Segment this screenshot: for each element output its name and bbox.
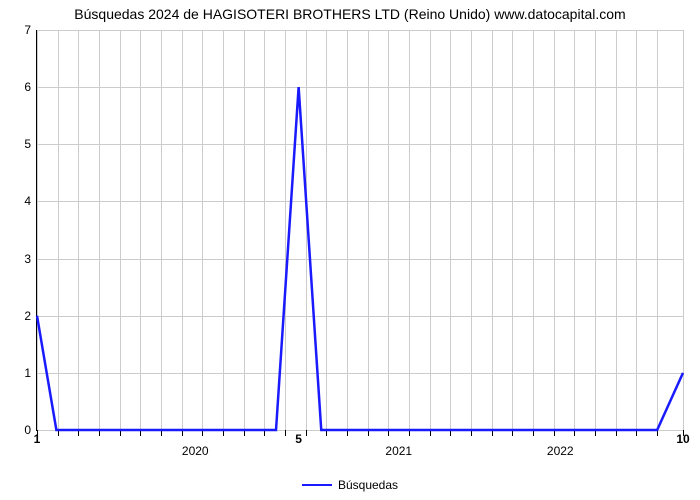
y-tick-label: 5 xyxy=(24,137,31,151)
x-edge-label: 10 xyxy=(676,432,689,446)
y-tick-label: 3 xyxy=(24,252,31,266)
y-tick-label: 1 xyxy=(24,366,31,380)
legend: Búsquedas xyxy=(302,478,398,492)
y-tick-label: 2 xyxy=(24,309,31,323)
chart-container: Búsquedas 2024 de HAGISOTERI BROTHERS LT… xyxy=(0,0,700,500)
x-tick-label: 2020 xyxy=(182,444,209,458)
plot-area: 012345672020202120221510 xyxy=(36,30,683,431)
x-edge-label: 1 xyxy=(34,432,41,446)
y-tick-label: 0 xyxy=(24,423,31,437)
y-tick-label: 6 xyxy=(24,80,31,94)
x-tick-label: 2021 xyxy=(385,444,412,458)
legend-line xyxy=(302,484,332,486)
y-tick-label: 4 xyxy=(24,194,31,208)
y-tick-label: 7 xyxy=(24,23,31,37)
x-edge-label: 5 xyxy=(295,432,302,446)
legend-label: Búsquedas xyxy=(338,478,398,492)
x-tick-label: 2022 xyxy=(547,444,574,458)
line-series xyxy=(37,30,683,430)
x-tick-mark xyxy=(306,430,307,436)
chart-title: Búsquedas 2024 de HAGISOTERI BROTHERS LT… xyxy=(0,0,700,24)
grid-line-vertical xyxy=(683,30,684,430)
x-tick-mark xyxy=(285,430,286,436)
